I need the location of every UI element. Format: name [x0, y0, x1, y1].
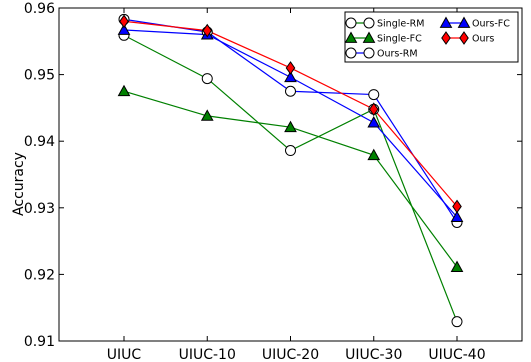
y-tick-label: 0.96 [24, 1, 55, 17]
legend-item-ours-fc: Ours-FC [439, 16, 510, 30]
legend-marker [441, 31, 451, 45]
legend-marker [362, 31, 376, 43]
legend-label: Single-RM [377, 19, 424, 30]
data-point-ours-rm-uiuc-30 [368, 89, 380, 101]
y-tick-label: 0.91 [24, 334, 55, 350]
legend-marker [459, 31, 469, 45]
data-point-single-fc-uiuc-30 [367, 148, 381, 161]
legend-item-ours-rm: Ours-RM [345, 47, 418, 60]
series-markers-ours [119, 14, 462, 214]
legend-marker [439, 16, 453, 28]
data-point-ours-rm-uiuc-20 [285, 85, 296, 97]
legend: Single-RM Single-FC Ours-RM Ours-FC Ours [344, 11, 519, 63]
legend-item-ours: Ours [441, 31, 494, 45]
data-point-single-fc-uiuc-40 [450, 260, 464, 272]
data-point-single-rm-uiuc-10 [201, 73, 213, 85]
legend-marker [344, 31, 358, 43]
data-point-single-fc-uiuc-10 [200, 109, 214, 121]
legend-marker [345, 17, 357, 29]
y-tick-label: 0.94 [24, 134, 55, 150]
series-line-single-fc [123, 90, 458, 268]
data-point-single-rm-uiuc-20 [285, 145, 296, 157]
data-point-ours-fc-uiuc-30 [367, 116, 381, 128]
y-tick-label: 0.95 [24, 68, 55, 84]
axes-layer: 0.91 0.92 0.93 0.94 0.95 0.96 UIUC UIUC-10 UIUC-… [24, 1, 523, 362]
data-point-ours-uiuc-10 [202, 23, 213, 38]
series-markers-ours-fc [117, 23, 464, 223]
data-point-ours-uiuc-30 [368, 102, 379, 117]
x-tick-label: UIUC-30 [345, 347, 402, 362]
series-markers-single-fc [117, 84, 464, 272]
y-axis-label: Accuracy [11, 152, 27, 216]
data-point-single-rm-uiuc-40 [451, 316, 463, 328]
y-tick-label: 0.93 [24, 201, 55, 217]
y-tick-label: 0.92 [24, 267, 55, 283]
legend-marker [457, 16, 471, 28]
x-tick-label: UIUC-40 [428, 347, 485, 362]
legend-label: Single-FC [377, 34, 422, 45]
data-point-ours-fc-uiuc-20 [284, 70, 297, 83]
legend-item-single-rm: Single-RM [345, 17, 424, 30]
data-point-ours-uiuc [119, 14, 129, 29]
data-point-single-fc-uiuc [117, 84, 131, 97]
x-tick-label: UIUC [107, 347, 142, 362]
series-single-fc [123, 90, 458, 268]
legend-marker [363, 47, 375, 59]
data-point-ours-uiuc-40 [452, 199, 462, 214]
legend-label: Ours-RM [377, 49, 418, 60]
legend-marker [363, 17, 375, 29]
legend-item-single-fc: Single-FC [344, 31, 422, 45]
data-point-ours-fc-uiuc-40 [450, 210, 464, 223]
legend-label: Ours-FC [472, 19, 510, 30]
legend-label: Ours [472, 34, 494, 45]
series-layer [117, 13, 464, 328]
data-point-ours-uiuc-20 [285, 61, 296, 75]
x-tick-label: UIUC-10 [179, 347, 236, 362]
legend-marker [345, 47, 357, 59]
data-point-single-fc-uiuc-20 [284, 120, 297, 133]
x-tick-label: UIUC-20 [262, 347, 319, 362]
data-point-ours-fc-uiuc [117, 23, 131, 35]
y-axis-label-group: Accuracy [11, 152, 27, 216]
legend-box [344, 11, 519, 63]
